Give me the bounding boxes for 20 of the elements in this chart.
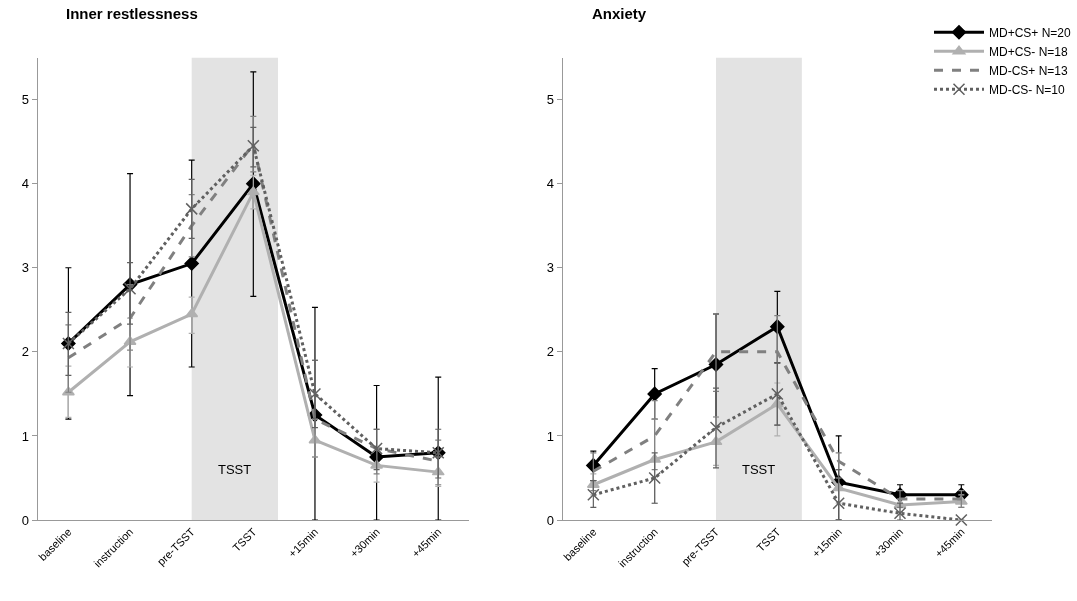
y-tick-label: 4 (546, 176, 555, 192)
y-tick-label: 1 (21, 428, 29, 444)
y-tick-label: 2 (546, 344, 555, 360)
legend-label: MD-CS- N=10 (989, 82, 1066, 97)
legend-label: MD-CS+ N=13 (989, 63, 1069, 78)
legend-label: MD+CS- N=18 (989, 44, 1069, 59)
y-tick-label: 5 (21, 92, 29, 108)
y-tick-label: 3 (21, 260, 29, 276)
y-tick-label: 5 (546, 92, 555, 108)
legend-label: MD+CS+ N=20 (989, 25, 1072, 40)
chart-title: Anxiety (592, 5, 647, 22)
y-tick-label: 3 (546, 260, 555, 276)
y-tick-label: 0 (546, 512, 555, 528)
y-tick-label: 1 (546, 428, 555, 444)
y-tick-label: 0 (21, 512, 29, 528)
y-tick-label: 2 (21, 344, 29, 360)
band-label: TSST (218, 462, 252, 477)
band-label: TSST (742, 462, 776, 477)
y-tick-label: 4 (21, 176, 29, 192)
chart-title: Inner restlessness (66, 5, 198, 22)
